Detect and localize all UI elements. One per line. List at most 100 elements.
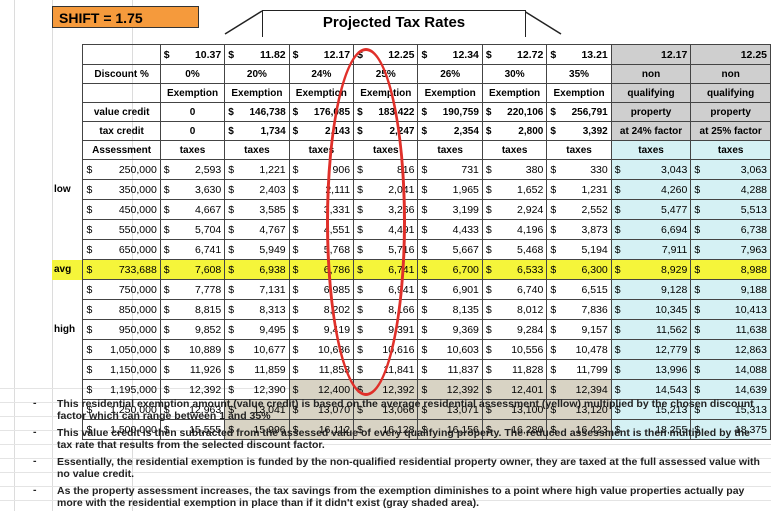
tax-rate-cell[interactable]: $12.34	[417, 44, 483, 65]
tax-cell[interactable]: $1,221	[224, 159, 290, 180]
tax-cell[interactable]: $13,996	[610, 359, 692, 380]
tax-cell[interactable]: $12,779	[610, 339, 692, 360]
value-credit-row-cell[interactable]: $190,759	[417, 102, 483, 122]
tax-cell[interactable]: $16,128	[353, 419, 419, 440]
tax-cell[interactable]: $12,401	[481, 379, 548, 400]
exemption-row-cell[interactable]	[82, 83, 161, 103]
row-category-label[interactable]: avg	[52, 259, 83, 280]
tax-cell[interactable]: $18,375	[690, 419, 771, 440]
tax-cell[interactable]: $10,478	[546, 339, 612, 360]
tax-cell[interactable]: $12,394	[546, 379, 612, 400]
tax-cell[interactable]: $12,390	[224, 379, 290, 400]
tax-cell[interactable]: $15,313	[690, 399, 771, 420]
tax-rate-cell[interactable]: $12.17	[288, 44, 355, 65]
tax-cell[interactable]: $1,965	[417, 179, 483, 200]
assessment-cell[interactable]: $1,050,000	[82, 339, 161, 360]
value-credit-row-cell[interactable]: property	[690, 102, 771, 122]
assessment-cell[interactable]: $450,000	[82, 199, 161, 220]
column-label[interactable]: taxes	[546, 140, 612, 160]
tax-cell[interactable]: $9,128	[610, 279, 692, 300]
tax-cell[interactable]: $7,836	[546, 299, 612, 320]
discount-row-cell[interactable]: 0%	[159, 64, 226, 84]
tax-cell[interactable]: $14,088	[690, 359, 771, 380]
value-credit-row-cell[interactable]: property	[610, 102, 692, 122]
row-category-label[interactable]	[52, 280, 83, 300]
tax-cell[interactable]: $13,041	[224, 399, 290, 420]
empty-cell[interactable]	[82, 44, 161, 65]
row-category-label[interactable]	[52, 240, 83, 260]
tax-cell[interactable]: $14,543	[610, 379, 692, 400]
tax-cell[interactable]: $4,433	[417, 219, 483, 240]
tax-cell[interactable]: $3,043	[610, 159, 692, 180]
tax-cell[interactable]: $7,911	[610, 239, 692, 260]
exemption-row-cell[interactable]: Exemption	[224, 83, 290, 103]
tax-credit-row-cell[interactable]: 0	[159, 121, 226, 141]
tax-cell[interactable]: $1,652	[481, 179, 548, 200]
tax-cell[interactable]: $15,555	[159, 419, 226, 440]
exemption-row-cell[interactable]: Exemption	[546, 83, 612, 103]
tax-cell[interactable]: $4,196	[481, 219, 548, 240]
tax-cell[interactable]: $16,280	[481, 419, 548, 440]
column-label[interactable]: taxes	[610, 140, 692, 160]
side-label[interactable]	[52, 141, 83, 160]
column-label[interactable]: taxes	[224, 140, 290, 160]
tax-cell[interactable]: $12,392	[159, 379, 226, 400]
tax-cell[interactable]: $5,667	[417, 239, 483, 260]
tax-cell[interactable]: $3,630	[159, 179, 226, 200]
row-category-label[interactable]	[52, 380, 83, 400]
tax-cell[interactable]: $10,677	[224, 339, 290, 360]
tax-cell[interactable]: $6,740	[481, 279, 548, 300]
tax-cell[interactable]: $8,815	[159, 299, 226, 320]
tax-cell[interactable]: $6,700	[417, 259, 483, 280]
tax-cell[interactable]: $9,852	[159, 319, 226, 340]
tax-cell[interactable]: $13,120	[546, 399, 612, 420]
tax-cell[interactable]: $16,156	[417, 419, 483, 440]
tax-cell[interactable]: $3,585	[224, 199, 290, 220]
tax-rate-cell[interactable]: $12.72	[481, 44, 548, 65]
tax-credit-row-cell[interactable]: $2,354	[417, 121, 483, 141]
tax-cell[interactable]: $6,533	[481, 259, 548, 280]
value-credit-row-cell[interactable]: $256,791	[546, 102, 612, 122]
tax-cell[interactable]: $380	[481, 159, 548, 180]
tax-cell[interactable]: $18,255	[610, 419, 692, 440]
tax-cell[interactable]: $11,562	[610, 319, 692, 340]
tax-cell[interactable]: $16,423	[546, 419, 612, 440]
tax-cell[interactable]: $9,369	[417, 319, 483, 340]
tax-credit-row-cell[interactable]: at 24% factor	[610, 121, 692, 141]
tax-cell[interactable]: $7,131	[224, 279, 290, 300]
tax-cell[interactable]: $13,071	[417, 399, 483, 420]
tax-cell[interactable]: $6,938	[224, 259, 290, 280]
tax-cell[interactable]: $7,608	[159, 259, 226, 280]
discount-row-cell[interactable]: non	[690, 64, 771, 84]
tax-cell[interactable]: $11,799	[546, 359, 612, 380]
tax-cell[interactable]: $8,135	[417, 299, 483, 320]
exemption-row-cell[interactable]: Exemption	[417, 83, 483, 103]
value-credit-row-cell[interactable]: $220,106	[481, 102, 548, 122]
row-category-label[interactable]	[52, 300, 83, 320]
exemption-row-cell[interactable]: Exemption	[159, 83, 226, 103]
discount-row-cell[interactable]: 20%	[224, 64, 290, 84]
tax-cell[interactable]: $11,837	[417, 359, 483, 380]
tax-cell[interactable]: $6,694	[610, 219, 692, 240]
assessment-cell[interactable]: $350,000	[82, 179, 161, 200]
tax-cell[interactable]: $5,194	[546, 239, 612, 260]
discount-row-cell[interactable]: 35%	[546, 64, 612, 84]
row-category-label[interactable]	[52, 220, 83, 240]
tax-cell[interactable]: $6,738	[690, 219, 771, 240]
assessment-cell[interactable]: $1,150,000	[82, 359, 161, 380]
assessment-cell[interactable]: $950,000	[82, 319, 161, 340]
assessment-cell[interactable]: $850,000	[82, 299, 161, 320]
assessment-cell[interactable]: $250,000	[82, 159, 161, 180]
tax-cell[interactable]: $10,556	[481, 339, 548, 360]
tax-cell[interactable]: $11,638	[690, 319, 771, 340]
tax-cell[interactable]: $3,873	[546, 219, 612, 240]
tax-cell[interactable]: $5,949	[224, 239, 290, 260]
tax-cell[interactable]: $6,515	[546, 279, 612, 300]
assessment-cell[interactable]: $750,000	[82, 279, 161, 300]
discount-row-cell[interactable]: non	[610, 64, 692, 84]
tax-credit-row-cell[interactable]: $1,734	[224, 121, 290, 141]
tax-rate-cell[interactable]: $11.82	[224, 44, 290, 65]
tax-cell[interactable]: $330	[546, 159, 612, 180]
assessment-cell[interactable]: $550,000	[82, 219, 161, 240]
tax-cell[interactable]: $13,100	[481, 399, 548, 420]
